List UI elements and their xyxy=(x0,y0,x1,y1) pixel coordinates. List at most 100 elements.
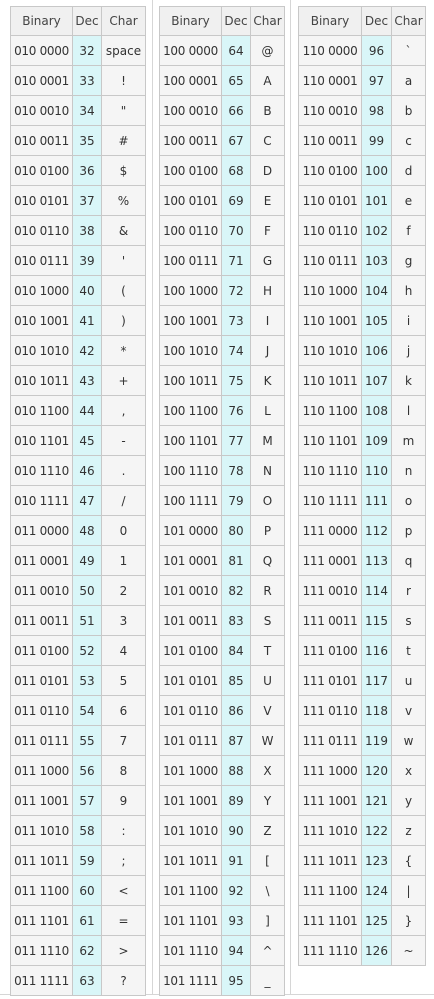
char-cell: U xyxy=(250,665,285,696)
binary-cell: 010 1110 xyxy=(10,455,73,486)
table-row: 011 0110 54 6 xyxy=(10,695,146,726)
dec-cell: 121 xyxy=(361,785,392,816)
binary-cell: 110 0101 xyxy=(298,185,362,216)
table-row: 110 0010 98 b xyxy=(298,95,426,126)
binary-cell: 101 1010 xyxy=(159,815,222,846)
char-cell: . xyxy=(101,455,146,486)
table-row: 010 0110 38 & xyxy=(10,215,146,246)
char-cell: z xyxy=(391,815,426,846)
table-row: 101 0000 80 P xyxy=(159,515,285,546)
table-row: 111 0111 119 w xyxy=(298,725,426,756)
ascii-table-3: Binary Dec Char 110 0000 96 ` 110 0001 97 a 11… xyxy=(298,6,426,966)
table-row: 010 0101 37% xyxy=(10,185,146,216)
dec-cell: 55 xyxy=(72,725,102,756)
dec-cell: 76 xyxy=(221,395,251,426)
char-cell: h xyxy=(391,275,426,306)
dec-cell: 46 xyxy=(72,455,102,486)
char-cell: - xyxy=(101,425,146,456)
char-cell: b xyxy=(391,95,426,126)
char-cell: E xyxy=(250,185,285,216)
char-cell: ( xyxy=(101,275,146,306)
dec-cell: 126 xyxy=(361,935,392,966)
binary-cell: 100 1101 xyxy=(159,425,222,456)
dec-cell: 96 xyxy=(361,35,392,66)
dec-cell: 119 xyxy=(361,725,392,756)
char-cell: 2 xyxy=(101,575,146,606)
char-cell: c xyxy=(391,125,426,156)
dec-cell: 38 xyxy=(72,215,102,246)
table-row: 110 1111 111 o xyxy=(298,485,426,516)
dec-cell: 94 xyxy=(221,935,251,966)
char-cell: 3 xyxy=(101,605,146,636)
table-row: 100 0111 71 G xyxy=(159,245,285,276)
binary-cell: 100 0101 xyxy=(159,185,222,216)
dec-cell: 91 xyxy=(221,845,251,876)
dec-cell: 34 xyxy=(72,95,102,126)
char-cell: _ xyxy=(250,965,285,996)
dec-cell: 68 xyxy=(221,155,251,186)
table-row: 100 1000 72 H xyxy=(159,275,285,306)
header-char: Char xyxy=(101,6,146,36)
dec-cell: 90 xyxy=(221,815,251,846)
table-row: 100 0110 70 F xyxy=(159,215,285,246)
char-cell: p xyxy=(391,515,426,546)
header-char: Char xyxy=(391,6,426,36)
table-row: 110 0001 97 a xyxy=(298,65,426,96)
table-row: 010 0001 33! xyxy=(10,65,146,96)
dec-cell: 32 xyxy=(72,35,102,66)
binary-cell: 011 1100 xyxy=(10,875,73,906)
char-cell: { xyxy=(391,845,426,876)
binary-cell: 011 1010 xyxy=(10,815,73,846)
char-cell: j xyxy=(391,335,426,366)
binary-cell: 011 0011 xyxy=(10,605,73,636)
binary-cell: 110 1000 xyxy=(298,275,362,306)
binary-cell: 111 0110 xyxy=(298,695,362,726)
header-row: Binary Dec Char xyxy=(159,6,285,36)
char-cell: x xyxy=(391,755,426,786)
table-row: 110 1100 108 l xyxy=(298,395,426,426)
dec-cell: 102 xyxy=(361,215,392,246)
char-cell: 7 xyxy=(101,725,146,756)
binary-cell: 010 0110 xyxy=(10,215,73,246)
char-cell: @ xyxy=(250,35,285,66)
table-row: 110 1000 104 h xyxy=(298,275,426,306)
table-row: 101 1100 92 \ xyxy=(159,875,285,906)
header-char: Char xyxy=(250,6,285,36)
dec-cell: 82 xyxy=(221,575,251,606)
binary-cell: 111 0010 xyxy=(298,575,362,606)
table-row: 010 0010 34 " xyxy=(10,95,146,126)
table-row: 101 0100 84 T xyxy=(159,635,285,666)
dec-cell: 62 xyxy=(72,935,102,966)
dec-cell: 113 xyxy=(361,545,392,576)
binary-cell: 100 0110 xyxy=(159,215,222,246)
char-cell: S xyxy=(250,605,285,636)
char-cell: " xyxy=(101,95,146,126)
binary-cell: 100 0100 xyxy=(159,155,222,186)
table-row: 101 0011 83 S xyxy=(159,605,285,636)
binary-cell: 100 1110 xyxy=(159,455,222,486)
char-cell: w xyxy=(391,725,426,756)
table-row: 100 0000 64 @ xyxy=(159,35,285,66)
table-row: 010 1001 41) xyxy=(10,305,146,336)
dec-cell: 79 xyxy=(221,485,251,516)
char-cell: ; xyxy=(101,845,146,876)
dec-cell: 52 xyxy=(72,635,102,666)
table-row: 011 1111 63? xyxy=(10,965,146,996)
binary-cell: 110 0000 xyxy=(298,35,362,66)
binary-cell: 110 0100 xyxy=(298,155,362,186)
dec-cell: 35 xyxy=(72,125,102,156)
binary-cell: 111 1101 xyxy=(298,905,362,936)
binary-cell: 010 0100 xyxy=(10,155,73,186)
char-cell: D xyxy=(250,155,285,186)
binary-cell: 101 0011 xyxy=(159,605,222,636)
char-cell: ^ xyxy=(250,935,285,966)
binary-cell: 100 0010 xyxy=(159,95,222,126)
table-row: 011 0111 55 7 xyxy=(10,725,146,756)
header-dec: Dec xyxy=(361,6,392,36)
char-cell: \ xyxy=(250,875,285,906)
dec-cell: 60 xyxy=(72,875,102,906)
binary-cell: 111 1100 xyxy=(298,875,362,906)
dec-cell: 53 xyxy=(72,665,102,696)
column-divider xyxy=(290,0,291,995)
table-row: 100 1100 76 L xyxy=(159,395,285,426)
